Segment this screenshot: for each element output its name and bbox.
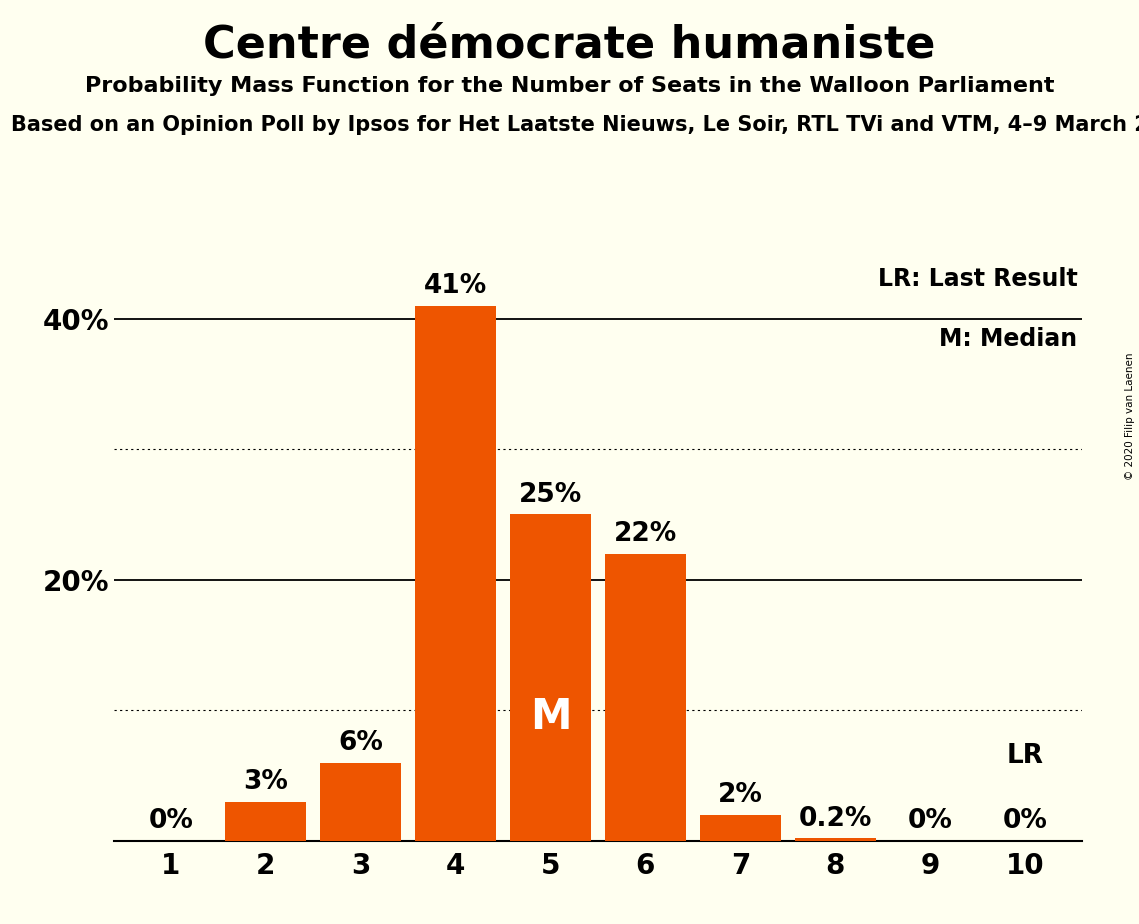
Text: 25%: 25% <box>519 482 582 508</box>
Text: LR: Last Result: LR: Last Result <box>877 267 1077 291</box>
Text: 41%: 41% <box>424 273 487 299</box>
Text: 0%: 0% <box>1002 808 1048 834</box>
Text: 3%: 3% <box>244 769 288 796</box>
Text: 2%: 2% <box>718 783 763 808</box>
Text: LR: LR <box>1007 743 1043 769</box>
Text: 0%: 0% <box>908 808 952 834</box>
Bar <box>795 838 876 841</box>
Text: Centre démocrate humaniste: Centre démocrate humaniste <box>204 23 935 67</box>
Text: M: Median: M: Median <box>940 327 1077 351</box>
Text: Probability Mass Function for the Number of Seats in the Walloon Parliament: Probability Mass Function for the Number… <box>84 76 1055 96</box>
Bar <box>320 762 401 841</box>
Bar <box>226 802 306 841</box>
Bar <box>416 306 495 841</box>
Text: 0.2%: 0.2% <box>798 806 872 832</box>
Text: 22%: 22% <box>614 521 677 547</box>
Bar <box>510 515 591 841</box>
Bar <box>605 553 686 841</box>
Text: 6%: 6% <box>338 730 383 756</box>
Text: © 2020 Filip van Laenen: © 2020 Filip van Laenen <box>1125 352 1134 480</box>
Text: M: M <box>530 696 572 737</box>
Bar <box>700 815 780 841</box>
Text: 0%: 0% <box>148 808 194 834</box>
Text: Based on an Opinion Poll by Ipsos for Het Laatste Nieuws, Le Soir, RTL TVi and V: Based on an Opinion Poll by Ipsos for He… <box>11 115 1139 135</box>
